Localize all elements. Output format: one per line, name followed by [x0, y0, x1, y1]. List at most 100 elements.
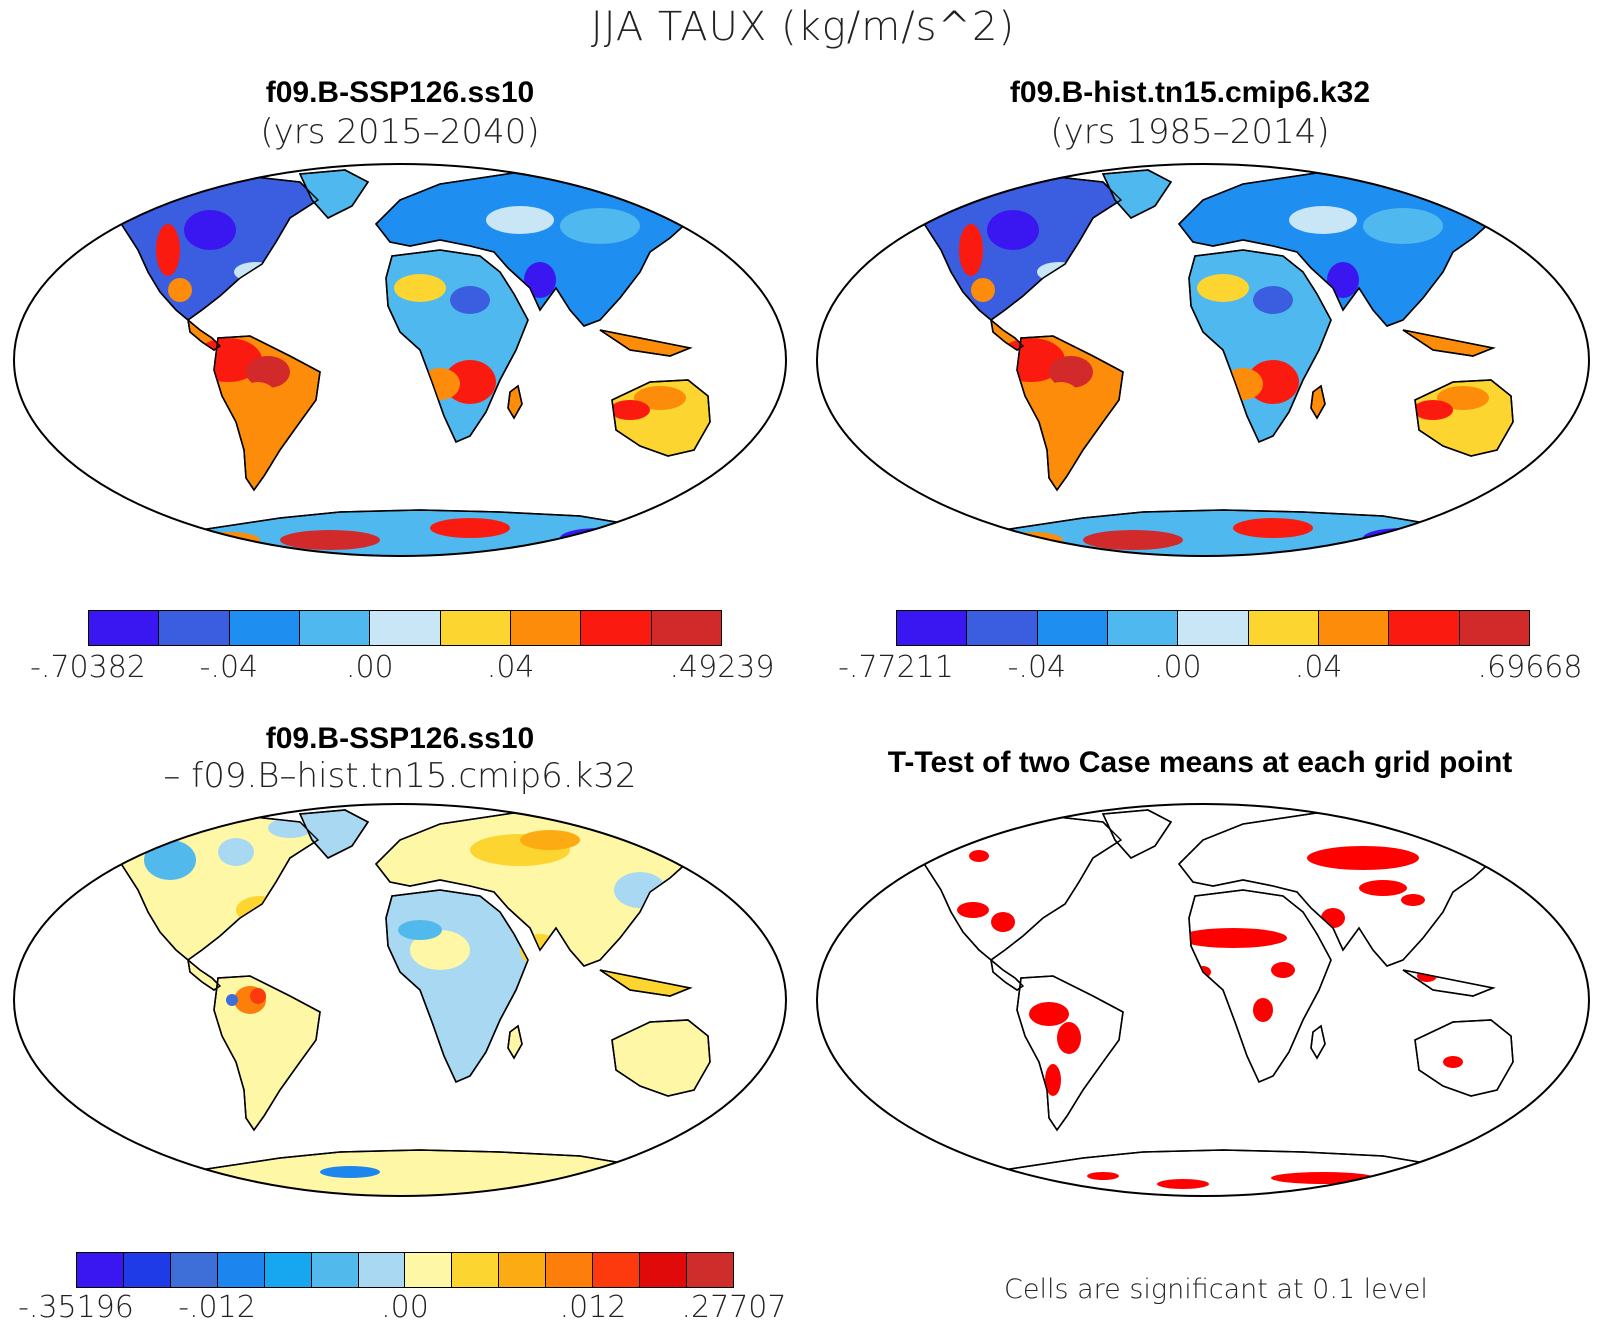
- panel-2-colorbar-ticks: -.77211 -.04 .00 .04 .69668: [838, 650, 1582, 686]
- field-patch-0: [957, 902, 989, 918]
- field-patch-7: [184, 210, 236, 250]
- panel-3-tick-4: .27707: [681, 1290, 787, 1325]
- field-patch-4: [420, 368, 460, 400]
- field-patch-6: [959, 224, 983, 276]
- colorbar-swatch-0: [89, 611, 160, 645]
- panel-2-tick-4: .69668: [1477, 650, 1583, 685]
- panel-4-map: [816, 803, 1590, 1197]
- field-patch-12: [234, 262, 278, 282]
- field-patch-5: [1197, 274, 1249, 302]
- field-patch-11: [1327, 262, 1359, 298]
- coastline-madagascar: [1310, 1024, 1326, 1060]
- colorbar-swatch-3: [1107, 611, 1179, 645]
- panel-3-tick-3: .012: [559, 1290, 627, 1325]
- panel-2-tick-1: -.04: [1007, 650, 1067, 685]
- coastline-madagascar: [507, 1024, 523, 1060]
- field-patch-4: [520, 830, 580, 850]
- field-patch-0: [144, 840, 196, 880]
- coastline-africa: [1188, 249, 1332, 443]
- colorbar-swatch-4: [264, 1253, 312, 1287]
- map-land-layer: [118, 809, 711, 1196]
- colorbar-swatch-8: [452, 1253, 500, 1287]
- coastline-antarctica: [950, 1149, 1494, 1196]
- field-detail-layer: [959, 206, 1489, 550]
- coastline-antarctica: [147, 1149, 691, 1196]
- field-patch-15: [1083, 530, 1183, 550]
- colorbar-swatch-9: [499, 1253, 547, 1287]
- colorbar-swatch-8: [1459, 611, 1529, 645]
- field-patch-17: [560, 528, 640, 548]
- field-patch-19: [450, 286, 490, 314]
- coastline-southAmerica: [213, 335, 321, 492]
- panel-3-colorbar-ticks: -.35196 -.012 .00 .012 .27707: [18, 1290, 786, 1325]
- field-patch-19: [1443, 1056, 1463, 1068]
- coastline-greenland: [298, 169, 370, 219]
- field-patch-3: [444, 360, 496, 404]
- colorbar-swatch-12: [640, 1253, 687, 1287]
- field-patch-7: [1359, 880, 1407, 896]
- field-patch-3: [1247, 360, 1299, 404]
- colorbar-swatch-2: [170, 1253, 218, 1287]
- coastline-australia: [1414, 379, 1514, 457]
- field-patch-17: [1363, 528, 1443, 548]
- colorbar-swatch-3: [299, 611, 371, 645]
- panel-3-tick-0: -.35196: [18, 1290, 134, 1325]
- colorbar-swatch-10: [546, 1253, 594, 1287]
- field-patch-2: [236, 896, 284, 924]
- colorbar-swatch-2: [1037, 611, 1108, 645]
- field-patch-8: [168, 278, 192, 302]
- coastline-madagascar: [1310, 384, 1326, 420]
- coastline-africa: [1188, 889, 1332, 1083]
- panel-1-tick-3: .04: [486, 650, 535, 685]
- field-patch-15: [614, 872, 666, 908]
- coastline-australia: [1414, 1019, 1514, 1097]
- land-australia: [611, 1019, 711, 1097]
- field-patch-18: [1087, 1172, 1119, 1180]
- field-patch-15: [1163, 878, 1183, 890]
- map-boundary: [816, 163, 1590, 557]
- colorbar-swatch-5: [311, 1253, 359, 1287]
- field-patch-11: [524, 262, 556, 298]
- coastline-antarctica: [147, 509, 691, 556]
- field-patch-4: [1057, 1022, 1081, 1054]
- colorbar-swatch-7: [405, 1253, 453, 1287]
- field-patch-6: [432, 984, 480, 1036]
- colorbar-swatch-6: [1318, 611, 1390, 645]
- panel-2-tick-3: .04: [1294, 650, 1343, 685]
- colorbar-swatch-0: [77, 1253, 124, 1287]
- field-patch-20: [1413, 400, 1453, 420]
- coastline-southAmerica: [213, 975, 321, 1132]
- colorbar-swatch-6: [510, 611, 582, 645]
- field-patch-12: [398, 920, 442, 940]
- field-patch-6: [156, 224, 180, 276]
- panel-1-tick-1: -.04: [199, 650, 259, 685]
- colorbar-swatch-4: [1178, 611, 1249, 645]
- field-patch-8: [971, 278, 995, 302]
- land-madagascar: [1310, 384, 1326, 420]
- field-patch-14: [634, 386, 686, 410]
- colorbar-swatch-1: [967, 611, 1038, 645]
- field-patch-15: [280, 530, 380, 550]
- field-patch-9: [1271, 962, 1295, 978]
- panel-2-colorbar: [896, 610, 1530, 646]
- field-patch-19: [1253, 286, 1293, 314]
- panel-2-map: [816, 163, 1590, 557]
- panel-1-colorbar-ticks: -.70382 -.04 .00 .04 .49239: [30, 650, 774, 686]
- field-patch-11: [584, 1000, 616, 1020]
- field-patch-4: [1223, 368, 1263, 400]
- field-patch-5: [1045, 1064, 1061, 1096]
- panel-3-title: f09.B-SSP126.ss10: [265, 722, 535, 755]
- field-patch-20: [610, 400, 650, 420]
- field-patch-1: [246, 356, 290, 388]
- coastline-indonesia: [1402, 969, 1496, 997]
- coastline-greenland: [298, 809, 370, 859]
- colorbar-swatch-7: [581, 611, 652, 645]
- field-patch-5: [394, 274, 446, 302]
- field-patch-2: [1041, 382, 1081, 418]
- panel-1-colorbar: [88, 610, 722, 646]
- panel-1-tick-4: .49239: [669, 650, 775, 685]
- coastline-indonesia: [599, 969, 693, 997]
- map-boundary: [816, 803, 1590, 1197]
- field-patch-16: [430, 518, 510, 538]
- field-patch-11: [1321, 908, 1345, 928]
